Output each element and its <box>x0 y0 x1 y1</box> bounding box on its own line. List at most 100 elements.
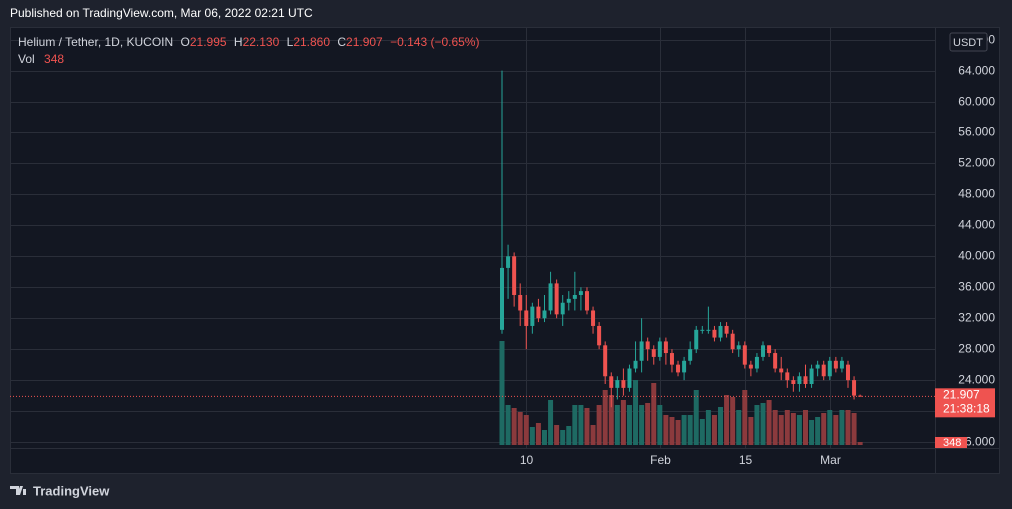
ohlc-value: 22.130 <box>242 35 280 49</box>
y-tick-label: 60.000 <box>958 95 995 109</box>
brand: TradingView <box>33 483 110 498</box>
volume-bar <box>730 397 736 445</box>
volume-bar <box>529 427 535 445</box>
volume-bar <box>554 425 560 445</box>
volume-bar <box>845 410 851 445</box>
logo <box>10 486 26 495</box>
top-bar <box>0 0 1012 27</box>
candle-body <box>609 376 614 388</box>
volume-bar <box>851 413 857 445</box>
volume-bar <box>517 412 523 445</box>
volume-bar <box>523 415 529 445</box>
candle-body <box>676 364 681 373</box>
y-tick-label: 44.000 <box>958 218 995 232</box>
candle-body <box>827 360 832 377</box>
volume-bar <box>711 415 717 445</box>
candle-body <box>603 345 608 377</box>
candle-body <box>524 310 529 326</box>
volume-bar <box>693 390 699 445</box>
volume-bar <box>541 430 547 445</box>
candle-body <box>633 360 638 369</box>
candle-body <box>852 380 857 396</box>
candle-body <box>518 295 523 311</box>
ohlc-key: H <box>233 35 243 49</box>
candle-body <box>645 341 650 350</box>
candle-body <box>615 380 620 388</box>
volume-badge <box>935 437 967 448</box>
candle-body <box>621 380 626 388</box>
volume-bar <box>505 405 511 445</box>
candle-body <box>748 364 753 369</box>
price-badge-label: 21.907 <box>943 388 980 402</box>
volume-bar <box>560 430 566 445</box>
volume-bar <box>687 415 693 445</box>
volume-bar <box>675 420 681 445</box>
volume-bar <box>645 403 651 445</box>
volume-bar <box>778 415 784 445</box>
y-tick-label: 28.000 <box>958 342 995 356</box>
volume-bar <box>511 408 517 445</box>
volume-bar <box>626 405 632 445</box>
candle-body <box>578 291 583 295</box>
candle-body <box>663 341 668 354</box>
candle-body <box>639 341 644 361</box>
change: −0.143 (−0.65%) <box>390 35 480 49</box>
currency-box <box>949 32 988 52</box>
y-tick-label: 32.000 <box>958 311 995 325</box>
y-tick-label: 40.000 <box>958 249 995 263</box>
candle-body <box>566 298 571 303</box>
volume-bar <box>815 417 821 445</box>
volume-bar <box>754 405 760 445</box>
volume-bar <box>639 405 645 445</box>
ohlc-value: 21.907 <box>346 35 383 49</box>
candle-body <box>803 376 808 384</box>
volume-key: Vol <box>18 52 35 66</box>
volume-bar <box>535 423 541 445</box>
volume-bar <box>839 410 845 445</box>
volume-bar <box>699 419 705 445</box>
candle-body <box>767 345 772 354</box>
countdown: 21:38:18 <box>943 402 990 416</box>
candle-body <box>706 329 711 331</box>
candle-body <box>815 364 820 369</box>
volume-bar <box>736 410 742 445</box>
candle-body <box>809 368 814 384</box>
candle-body <box>797 376 802 384</box>
candle-body <box>651 349 656 357</box>
volume-bar <box>602 390 608 445</box>
volume-bar <box>657 405 663 445</box>
candle-body <box>542 310 547 319</box>
x-tick-label: Mar <box>820 453 841 467</box>
candle-body <box>591 310 596 326</box>
volume-bar <box>790 413 796 445</box>
volume-bar <box>784 410 790 445</box>
volume-bar <box>651 383 657 445</box>
volume-bar <box>566 426 572 445</box>
volume-bar <box>796 415 802 445</box>
candle-body <box>785 372 790 381</box>
volume-bar <box>633 380 639 445</box>
candle-body <box>779 368 784 373</box>
candle-body <box>584 291 589 311</box>
volume-bar <box>663 415 669 445</box>
volume-bar <box>578 405 584 445</box>
volume-value: 348 <box>44 52 65 66</box>
volume-bar <box>572 405 578 445</box>
volume-bar <box>803 410 808 445</box>
legend: Helium / Tether, 1D, KUCOIN O21.995 H22.… <box>18 34 479 68</box>
price-badge <box>935 388 995 418</box>
legend-row: Helium / Tether, 1D, KUCOIN O21.995 H22.… <box>18 34 479 51</box>
candle-body <box>682 360 687 373</box>
volume-bar <box>772 410 778 445</box>
volume-badge-label: 348 <box>943 437 961 449</box>
volume-bar <box>596 405 602 445</box>
candle-body <box>669 353 674 365</box>
candle-body <box>657 341 662 357</box>
candle-body <box>730 333 735 350</box>
candle-body <box>560 302 565 315</box>
candle-body <box>718 325 723 338</box>
ohlc-key: O <box>180 35 190 49</box>
volume-bar <box>724 395 730 445</box>
